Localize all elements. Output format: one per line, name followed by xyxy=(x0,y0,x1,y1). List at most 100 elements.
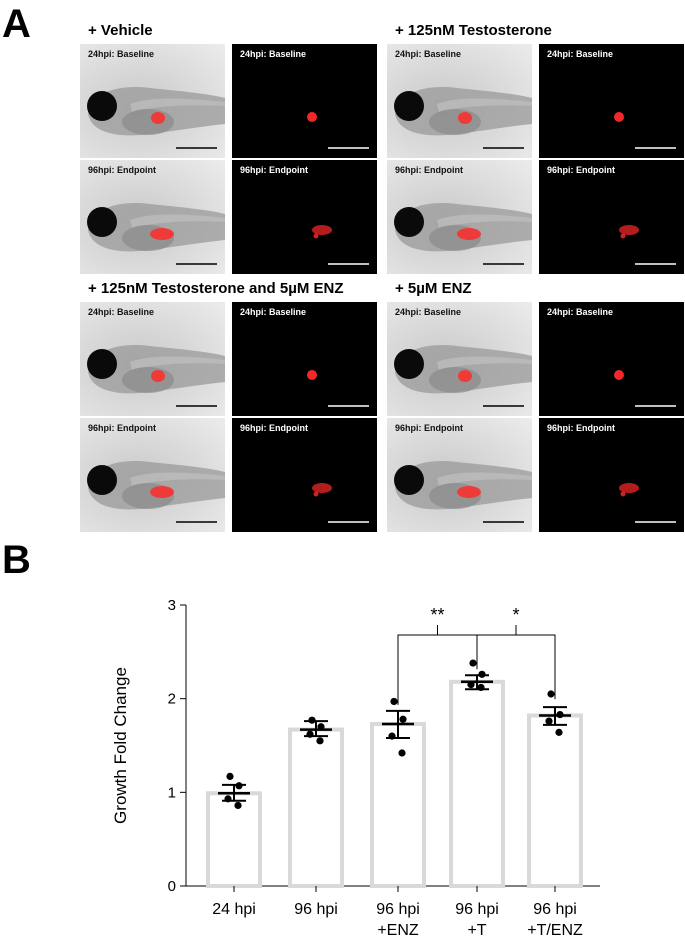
tile-label: 96hpi: Endpoint xyxy=(547,423,615,433)
brightfield-tile: 96hpi: Endpoint xyxy=(387,160,532,274)
fluorescence-image xyxy=(619,483,676,523)
fish-eye xyxy=(87,91,117,121)
tile-label: 96hpi: Endpoint xyxy=(240,165,308,175)
x-tick-label: 96 hpi xyxy=(294,901,338,918)
fluorescent-tumour xyxy=(312,225,332,235)
fish-stripe xyxy=(437,472,532,486)
x-tick-label: +T xyxy=(467,922,486,937)
tile-label: 24hpi: Baseline xyxy=(547,49,614,59)
fluorescent-tumour xyxy=(312,483,332,493)
bar xyxy=(527,713,583,888)
tumour-overlay xyxy=(458,112,472,124)
data-point xyxy=(398,749,406,757)
panel-b-letter: B xyxy=(2,538,31,582)
data-point xyxy=(306,730,314,738)
fluorescence-image xyxy=(307,112,369,149)
tile-label: 96hpi: Endpoint xyxy=(240,423,308,433)
fish-image xyxy=(87,345,225,407)
fish-yolk xyxy=(429,367,481,393)
fish-stripe xyxy=(437,356,532,370)
brightfield-tile: 96hpi: Endpoint xyxy=(387,418,532,532)
tumour-overlay xyxy=(150,228,174,240)
significance-bracket xyxy=(397,634,478,705)
data-point xyxy=(308,716,316,724)
group-title-testosterone-enz: + 125nM Testosterone and 5µM ENZ xyxy=(88,280,344,297)
fluorescence-tile: 24hpi: Baseline xyxy=(539,44,684,158)
fish-yolk xyxy=(122,367,174,393)
fluorescent-tumour xyxy=(307,370,317,380)
fluorescent-tumour xyxy=(614,112,624,122)
data-point xyxy=(545,717,553,725)
data-point xyxy=(556,710,564,719)
brightfield-tile: 24hpi: Baseline xyxy=(387,302,532,416)
fish-yolk xyxy=(122,109,174,135)
fluorescence-image xyxy=(312,483,369,523)
fluorescence-tile: 96hpi: Endpoint xyxy=(232,418,377,532)
data-point xyxy=(467,681,475,689)
tumour-overlay xyxy=(457,228,481,240)
tile-label: 24hpi: Baseline xyxy=(88,307,155,317)
bar xyxy=(449,679,505,888)
x-tick-label: +ENZ xyxy=(377,922,419,937)
data-point xyxy=(390,697,398,706)
fish-image xyxy=(87,203,225,265)
tile-label: 24hpi: Baseline xyxy=(88,49,155,59)
data-point xyxy=(224,795,232,803)
tile-label: 24hpi: Baseline xyxy=(395,49,462,59)
growth-bar-chart: 0 1 2 3 Growth Fold Change 24 hpi 96 hpi 96 hpi… xyxy=(111,597,600,937)
tile-label: 96hpi: Endpoint xyxy=(547,165,615,175)
fluorescence-tile: 24hpi: Baseline xyxy=(539,302,684,416)
fluorescence-image xyxy=(312,225,369,265)
fish-stripe xyxy=(130,472,225,486)
fish-image xyxy=(394,87,532,149)
data-point xyxy=(388,732,396,740)
x-tick-label: +T/ENZ xyxy=(527,922,583,937)
brightfield-tile: 96hpi: Endpoint xyxy=(80,160,225,274)
fish-image xyxy=(87,461,225,523)
tile-label: 24hpi: Baseline xyxy=(240,307,307,317)
data-point xyxy=(555,728,563,736)
x-tick-label: 24 hpi xyxy=(212,901,256,918)
group-title-vehicle: + Vehicle xyxy=(88,22,153,39)
tumour-overlay xyxy=(151,370,165,382)
bar xyxy=(370,721,426,888)
fish-eye xyxy=(87,465,117,495)
y-axis-label: Growth Fold Change xyxy=(111,667,130,824)
tile-label: 96hpi: Endpoint xyxy=(395,423,463,433)
fish-stripe xyxy=(130,98,225,112)
panel-a-letter: A xyxy=(2,2,31,46)
group-title-enz: + 5µM ENZ xyxy=(395,280,472,297)
data-point xyxy=(317,723,325,731)
fluorescence-tile: 24hpi: Baseline xyxy=(232,302,377,416)
brightfield-tile: 24hpi: Baseline xyxy=(80,302,225,416)
fish-eye xyxy=(394,349,424,379)
tile-label: 24hpi: Baseline xyxy=(395,307,462,317)
fish-eye xyxy=(87,207,117,237)
tumour-overlay xyxy=(457,486,481,498)
fish-stripe xyxy=(437,214,532,228)
fluorescence-tile: 24hpi: Baseline xyxy=(232,44,377,158)
data-point xyxy=(226,772,234,781)
y-tick-label: 1 xyxy=(168,784,176,801)
fish-image xyxy=(87,87,225,149)
y-tick-label: 2 xyxy=(168,691,176,708)
fish-image xyxy=(394,461,532,523)
x-tick-label: 96 hpi xyxy=(533,901,577,918)
tumour-overlay xyxy=(150,486,174,498)
fluorescent-cell xyxy=(313,233,319,239)
fluorescence-image xyxy=(614,112,676,149)
x-tick-label: 96 hpi xyxy=(376,901,420,918)
tumour-overlay xyxy=(151,112,165,124)
tumour-overlay xyxy=(458,370,472,382)
fluorescence-image xyxy=(614,370,676,407)
data-point xyxy=(399,715,407,723)
y-tick-label: 0 xyxy=(168,878,176,895)
fish-stripe xyxy=(437,98,532,112)
bar xyxy=(206,791,262,889)
brightfield-tile: 24hpi: Baseline xyxy=(387,44,532,158)
data-point xyxy=(235,782,243,790)
fluorescent-cell xyxy=(313,491,319,497)
brightfield-tile: 24hpi: Baseline xyxy=(80,44,225,158)
fish-image xyxy=(394,203,532,265)
brightfield-tile: 96hpi: Endpoint xyxy=(80,418,225,532)
